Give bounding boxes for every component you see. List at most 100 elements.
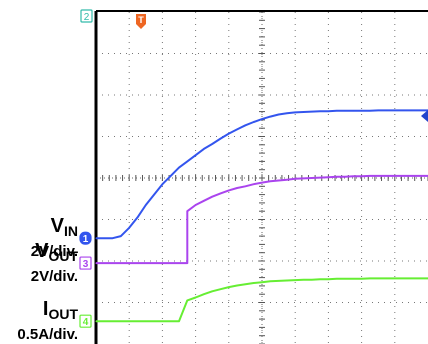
data-point [286, 279, 288, 282]
data-point [410, 109, 412, 111]
data-point [402, 109, 404, 111]
waveform-traces [95, 109, 428, 323]
data-point [128, 227, 130, 229]
data-point [153, 262, 155, 264]
data-point [153, 194, 155, 196]
channel-3-label: VOUT 2V/div. [31, 240, 79, 285]
data-point [377, 277, 379, 279]
channel-name-subscript: IN [64, 223, 78, 239]
data-point [352, 110, 354, 112]
data-point [385, 109, 388, 111]
data-point [145, 262, 147, 264]
data-point [344, 176, 346, 178]
data-point [369, 110, 371, 112]
data-point [319, 278, 321, 280]
data-point [170, 320, 172, 322]
data-point [178, 262, 180, 264]
data-point [402, 175, 404, 177]
data-point [128, 320, 130, 322]
data-point [294, 111, 296, 113]
data-point [278, 113, 280, 116]
data-point [153, 320, 155, 322]
channel-3-ground-marker: 3 [79, 256, 92, 270]
data-point [236, 128, 238, 130]
data-point [219, 192, 222, 194]
data-point [244, 124, 246, 126]
data-point [244, 283, 246, 285]
data-point [219, 288, 222, 290]
data-point [336, 278, 338, 280]
data-point [269, 180, 271, 182]
data-point [228, 189, 230, 191]
data-point [261, 281, 263, 283]
data-point [410, 277, 412, 279]
channel-marker-number: 1 [83, 234, 89, 245]
data-point [103, 237, 105, 239]
channel-marker-box [79, 256, 92, 270]
data-point [161, 320, 163, 322]
data-point [311, 279, 313, 281]
data-point [95, 237, 97, 239]
data-point [327, 278, 329, 280]
data-point [103, 320, 105, 322]
channel-markers: 1 3 4 2 T [79, 9, 428, 328]
channel-name-subscript: OUT [48, 306, 78, 322]
data-point [120, 320, 122, 322]
data-point [236, 187, 238, 189]
trigger-level-marker [421, 110, 428, 122]
data-point [211, 143, 213, 145]
data-point [278, 280, 280, 282]
data-point [302, 111, 305, 113]
data-point [294, 279, 296, 281]
trace-v-out [96, 174, 428, 265]
data-point [136, 216, 139, 218]
data-point [344, 278, 346, 280]
data-point [178, 167, 180, 169]
data-point [394, 175, 396, 177]
data-point [136, 262, 139, 264]
data-point [186, 299, 188, 301]
data-point [361, 110, 363, 112]
channel-2-marker-box [80, 9, 93, 23]
channel-marker-number: 4 [83, 317, 89, 328]
channel-marker-number: 3 [83, 259, 89, 270]
channel-name-letter: I [43, 298, 49, 320]
data-point [95, 262, 97, 264]
data-point [269, 280, 271, 282]
data-point [361, 175, 363, 177]
data-point [352, 175, 354, 177]
data-point [377, 175, 379, 177]
data-point [269, 116, 271, 118]
data-point [195, 154, 197, 156]
channel-name: VOUT [35, 240, 78, 264]
channel-marker-box [79, 231, 92, 245]
channel-2-marker-number: 2 [84, 12, 90, 23]
data-point [161, 183, 163, 185]
data-point [377, 109, 379, 111]
data-point [112, 262, 114, 264]
data-point [302, 279, 305, 281]
data-point [410, 175, 412, 177]
channel-scale: 2V/div. [31, 268, 78, 285]
trigger-position-marker [136, 14, 146, 29]
data-point [302, 177, 305, 179]
data-point [344, 110, 346, 112]
data-point [236, 284, 238, 287]
data-point [170, 262, 172, 264]
data-point [369, 175, 371, 177]
data-point [161, 262, 163, 264]
data-point [319, 177, 321, 179]
data-point [195, 296, 197, 299]
data-point [120, 235, 122, 237]
channel-name: VIN [51, 215, 78, 239]
data-point [327, 176, 329, 178]
data-point [402, 277, 404, 279]
data-point [311, 111, 313, 113]
data-point [278, 179, 280, 182]
data-point [261, 182, 263, 184]
data-point [286, 112, 288, 114]
channel-1-ground-marker: 1 [79, 231, 92, 245]
data-point [195, 204, 197, 206]
